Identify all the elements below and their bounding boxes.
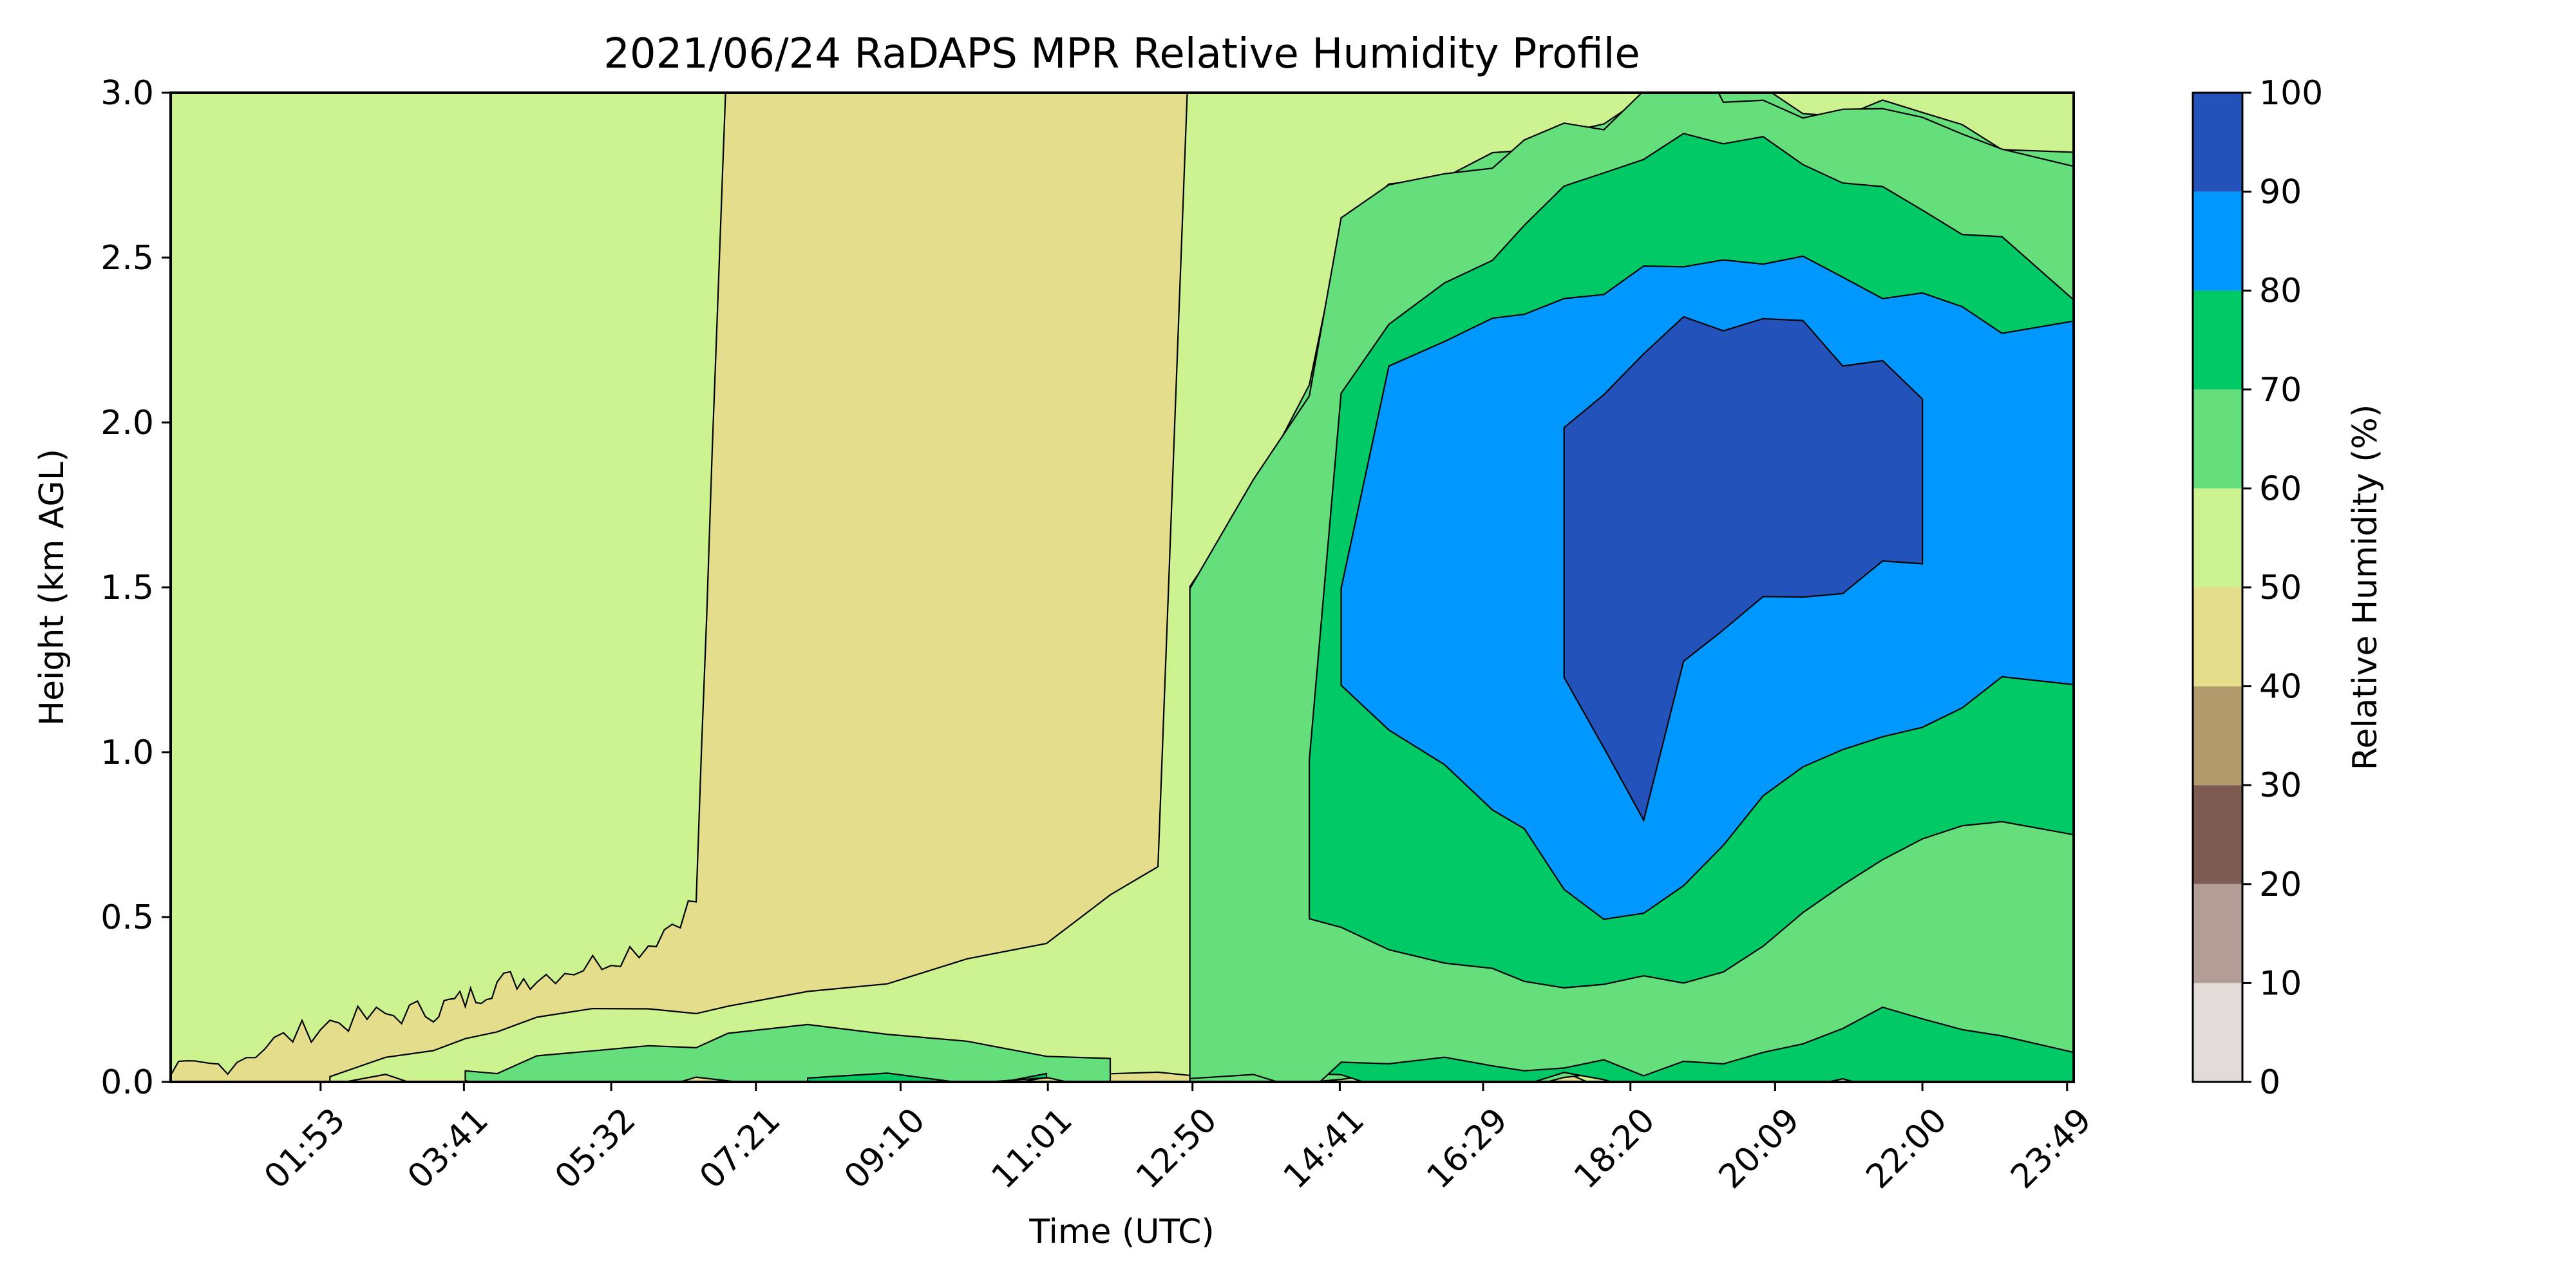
- colorbar-tick-label: 40: [2259, 668, 2302, 706]
- colorbar-tick-label: 100: [2259, 74, 2323, 113]
- colorbar-swatch: [2193, 587, 2242, 687]
- chart-title: 2021/06/24 RaDAPS MPR Relative Humidity …: [603, 30, 1640, 78]
- colorbar-tick-label: 50: [2259, 569, 2302, 607]
- colorbar-swatch: [2193, 686, 2242, 786]
- colorbar-swatch: [2193, 983, 2242, 1082]
- colorbar-swatch: [2193, 290, 2242, 390]
- colorbar-swatch: [2193, 191, 2242, 291]
- colorbar-swatch: [2193, 884, 2242, 983]
- y-tick-label: 2.0: [100, 404, 154, 442]
- colorbar-tick-label: 20: [2259, 866, 2302, 904]
- contour-band-50-60: [171, 93, 726, 1077]
- colorbar-label: Relative Humidity (%): [2346, 404, 2385, 771]
- colorbar-tick-label: 70: [2259, 371, 2302, 410]
- y-tick-label: 0.0: [100, 1063, 154, 1102]
- colorbar-swatch: [2193, 389, 2242, 489]
- colorbar-tick-label: 80: [2259, 272, 2302, 310]
- colorbar: 0 10 20 30 40 50 60 70 80 90 100: [2192, 74, 2323, 1102]
- colorbar-tick-label: 0: [2259, 1063, 2280, 1102]
- colorbar-tick-label: 10: [2259, 964, 2302, 1003]
- y-axis: 0.0 0.5 1.0 1.5 2.0 2.5 3.0: [100, 74, 171, 1102]
- colorbar-tick-label: 90: [2259, 173, 2302, 212]
- colorbar-tick-label: 30: [2259, 766, 2302, 805]
- colorbar-tick-label: 60: [2259, 469, 2302, 508]
- colorbar-swatch: [2193, 488, 2242, 587]
- y-tick-label: 1.5: [100, 569, 154, 607]
- y-tick-label: 3.0: [100, 74, 154, 113]
- contour-plot-area: [171, 93, 2074, 1082]
- y-tick-label: 1.0: [100, 734, 154, 772]
- y-tick-label: 0.5: [100, 898, 154, 937]
- y-axis-label: Height (km AGL): [33, 449, 71, 726]
- colorbar-swatch: [2193, 785, 2242, 884]
- colorbar-swatch: [2193, 93, 2242, 192]
- x-axis-label: Time (UTC): [1028, 1213, 1214, 1251]
- y-tick-label: 2.5: [100, 239, 154, 278]
- contour-band-70-80-surface: [807, 1072, 1048, 1082]
- contour-band-90-100: [1563, 316, 1924, 822]
